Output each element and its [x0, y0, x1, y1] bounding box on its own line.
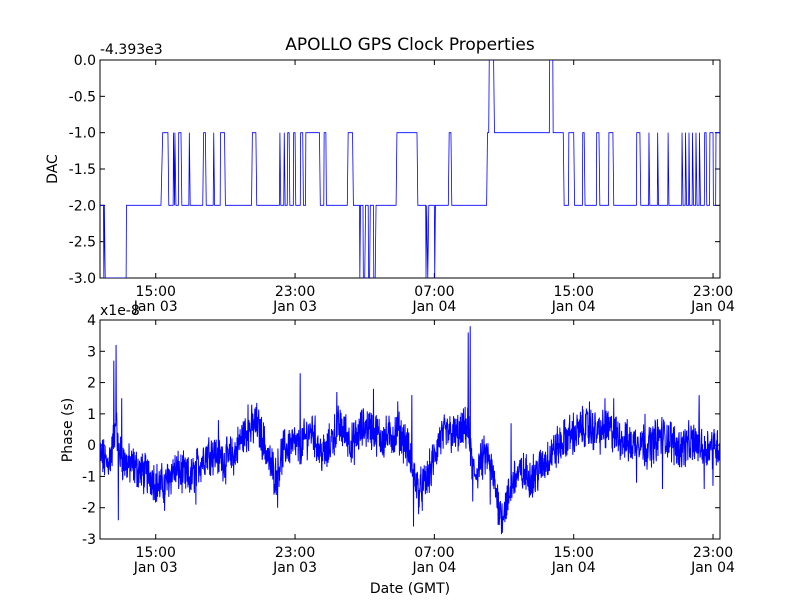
dac-ytick-label: -0.5: [69, 89, 96, 105]
dac-offset-label: -4.393e3: [100, 42, 163, 58]
phase-ytick-label: 4: [87, 313, 96, 329]
phase-ytick-label: 0: [87, 438, 96, 454]
phase-ytick-label: 1: [87, 407, 96, 423]
dac-panel: -4.393e3 DAC 0.0 -0.5 -1.0 -1.5 -2.0 -2.5 -3.0…: [45, 42, 735, 315]
phase-ytick-label: -1: [82, 469, 96, 485]
phase-x-axis-label: Date (GMT): [370, 581, 450, 597]
phase-panel: x1e-8 Phase (s) Date (GMT) 4 3 2 1 0 -1 -2 -3 15…: [60, 303, 735, 597]
dac-xtick-date: Jan 03: [272, 299, 317, 315]
dac-ytick-label: -2.0: [69, 198, 96, 214]
phase-xtick-date: Jan 04: [411, 560, 456, 576]
dac-xtick-date: Jan 04: [411, 299, 456, 315]
phase-xtick-date: Jan 03: [272, 560, 317, 576]
phase-ytick-label: -3: [82, 532, 96, 548]
phase-xtick-date: Jan 03: [133, 560, 178, 576]
dac-y-axis-label: DAC: [45, 154, 61, 184]
phase-ytick-label: 3: [87, 344, 96, 360]
dac-xtick-time: 23:00: [693, 284, 733, 300]
phase-y-axis-label: Phase (s): [60, 398, 76, 462]
phase-xtick-time: 23:00: [693, 545, 733, 561]
dac-ytick-label: -2.5: [69, 235, 96, 251]
dac-series-line: [100, 60, 720, 278]
dac-ytick-label: -1.5: [69, 162, 96, 178]
phase-xtick-time: 23:00: [275, 545, 315, 561]
dac-xtick-time: 15:00: [136, 284, 176, 300]
dac-xtick-time: 23:00: [275, 284, 315, 300]
dac-xtick-date: Jan 03: [133, 299, 178, 315]
dac-ytick-label: -1.0: [69, 126, 96, 142]
phase-xtick-time: 07:00: [414, 545, 454, 561]
dac-xtick-time: 07:00: [414, 284, 454, 300]
dac-xtick-date: Jan 04: [690, 299, 735, 315]
phase-ytick-label: -2: [82, 501, 96, 517]
phase-offset-label: x1e-8: [100, 303, 140, 319]
phase-plot-frame: [99, 319, 721, 540]
dac-ytick-label: -3.0: [69, 271, 96, 287]
phase-series-line: [100, 326, 720, 535]
phase-ytick-label: 2: [87, 376, 96, 392]
chart-title: APOLLO GPS Clock Properties: [285, 35, 535, 55]
phase-xtick-time: 15:00: [554, 545, 594, 561]
dac-xtick-time: 15:00: [554, 284, 594, 300]
phase-xtick-time: 15:00: [136, 545, 176, 561]
dac-ytick-label: 0.0: [74, 53, 96, 69]
dac-xtick-date: Jan 04: [551, 299, 596, 315]
phase-xtick-date: Jan 04: [551, 560, 596, 576]
dac-plot-frame: [99, 59, 721, 279]
phase-xtick-date: Jan 04: [690, 560, 735, 576]
